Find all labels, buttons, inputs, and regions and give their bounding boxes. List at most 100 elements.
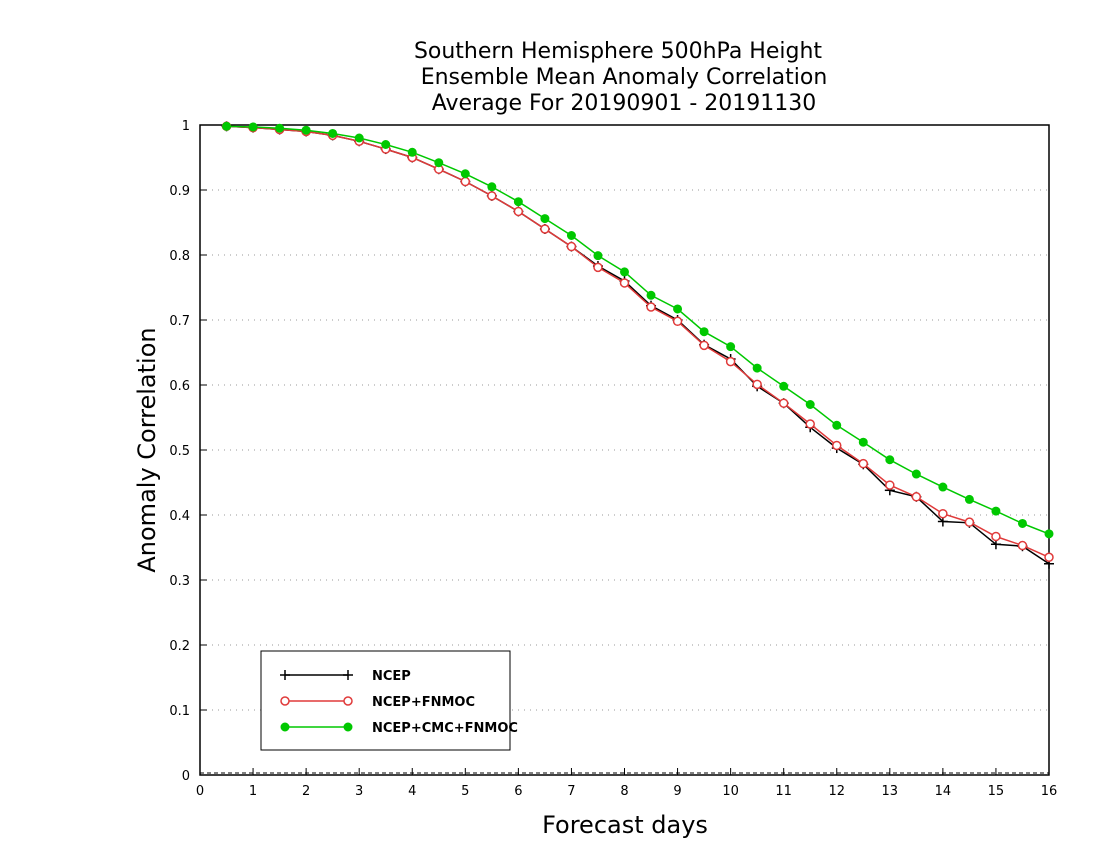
y-tick-label-2: 0.2 <box>169 639 190 654</box>
title-line-2: Ensemble Mean Anomaly Correlation <box>421 65 828 90</box>
series-2-point-8 <box>434 158 444 168</box>
series-2-point-7 <box>407 147 417 157</box>
legend-marker-end-2 <box>343 722 353 732</box>
series-2-point-5 <box>354 133 364 143</box>
series-group <box>221 121 1054 569</box>
series-1-point-28 <box>964 517 975 527</box>
y-tick-label-10: 1 <box>182 119 190 134</box>
y-tick-label-5: 0.5 <box>169 444 190 459</box>
series-1-point-25 <box>885 480 895 490</box>
series-2-line <box>226 125 1050 535</box>
series-2-point-12 <box>540 214 550 224</box>
series-2-point-3 <box>301 125 311 135</box>
series-2-point-21 <box>779 381 789 391</box>
x-tick-label-3: 3 <box>355 784 363 799</box>
series-1-point-29 <box>991 531 1001 542</box>
series-1-point-21 <box>778 398 789 408</box>
series-2-point-17 <box>673 304 683 314</box>
chart-title: Southern Hemisphere 500hPa Height Ensemb… <box>414 39 827 116</box>
title-line-3: Average For 20190901 - 20191130 <box>432 91 817 116</box>
legend-label-0: NCEP <box>372 669 411 684</box>
series-2-point-0 <box>222 121 232 131</box>
x-tick-label-7: 7 <box>567 784 575 799</box>
x-tick-label-5: 5 <box>461 784 469 799</box>
series-2-point-16 <box>646 290 656 300</box>
y-tick-label-6: 0.6 <box>169 379 190 394</box>
x-tick-label-14: 14 <box>935 784 952 799</box>
series-1-point-9 <box>460 176 471 187</box>
series-1-point-18 <box>699 340 709 351</box>
series-2-point-18 <box>699 327 709 337</box>
series-2-point-31 <box>1044 529 1054 539</box>
series-1-point-14 <box>593 262 603 273</box>
series-2-point-10 <box>487 182 497 192</box>
series-1-point-15 <box>619 278 630 288</box>
series-1-point-13 <box>566 241 577 252</box>
x-tick-label-8: 8 <box>620 784 628 799</box>
series-2-point-27 <box>938 482 948 492</box>
x-tick-label-15: 15 <box>988 784 1005 799</box>
legend-label-2: NCEP+CMC+FNMOC <box>372 721 518 736</box>
x-axis-label: Forecast days <box>542 811 708 839</box>
series-1-point-24 <box>858 458 869 469</box>
series-2-point-28 <box>964 494 974 504</box>
x-tick-label-2: 2 <box>302 784 310 799</box>
x-tick-label-16: 16 <box>1041 784 1058 799</box>
series-1-point-27 <box>938 508 948 519</box>
series-2-point-30 <box>1017 518 1027 528</box>
legend-marker-end-0 <box>343 670 353 680</box>
x-tick-label-13: 13 <box>882 784 899 799</box>
series-2 <box>222 121 1054 539</box>
series-1-point-20 <box>752 379 762 390</box>
series-2-point-24 <box>858 437 868 447</box>
series-1-point-30 <box>1017 540 1028 551</box>
series-1-point-31 <box>1044 552 1054 562</box>
x-tick-label-9: 9 <box>673 784 681 799</box>
series-2-point-11 <box>513 197 523 207</box>
series-0-line <box>226 125 1050 565</box>
y-tick-label-4: 0.4 <box>169 509 190 524</box>
legend-label-1: NCEP+FNMOC <box>372 695 475 710</box>
series-2-point-20 <box>752 363 762 373</box>
series-2-point-13 <box>566 231 576 240</box>
legend: NCEP NCEP+FNMOC NCEP+CMC+FNMOC <box>260 650 518 751</box>
series-2-point-29 <box>991 506 1001 516</box>
x-tick-label-1: 1 <box>249 784 257 799</box>
y-axis-label: Anomaly Correlation <box>133 327 161 572</box>
series-1-point-22 <box>805 419 815 429</box>
series-0 <box>221 121 1054 569</box>
series-2-point-9 <box>460 169 470 179</box>
series-2-point-22 <box>805 400 815 409</box>
series-2-point-19 <box>726 342 736 352</box>
legend-marker-start-0 <box>280 670 290 680</box>
x-tick-label-6: 6 <box>514 784 522 799</box>
legend-marker-start-1 <box>280 696 290 706</box>
legend-marker-end-1 <box>343 696 353 706</box>
x-tick-label-11: 11 <box>775 784 792 799</box>
series-1-point-10 <box>487 191 497 201</box>
series-2-point-1 <box>248 122 258 132</box>
series-1-point-11 <box>513 206 524 217</box>
y-tick-label-0: 0 <box>182 769 190 784</box>
title-line-1: Southern Hemisphere 500hPa Height <box>414 39 822 64</box>
series-2-point-4 <box>328 128 338 138</box>
y-tick-label-3: 0.3 <box>169 574 190 589</box>
series-1-point-19 <box>725 356 736 367</box>
series-2-point-14 <box>593 251 603 261</box>
axes: 0 1 2 3 4 5 6 7 8 9 10 11 12 13 14 15 1600.10.20.30.40.5… <box>169 119 1057 799</box>
x-tick-label-0: 0 <box>196 784 204 799</box>
series-2-point-15 <box>620 267 629 277</box>
series-1-point-16 <box>646 302 656 312</box>
x-tick-label-12: 12 <box>828 784 845 799</box>
series-2-point-6 <box>381 140 391 149</box>
series-1-point-26 <box>911 492 922 502</box>
y-tick-label-9: 0.9 <box>169 184 190 199</box>
series-2-point-26 <box>911 469 921 479</box>
series-2-point-23 <box>832 420 842 430</box>
y-tick-label-7: 0.7 <box>169 314 190 329</box>
series-1-point-23 <box>832 440 842 451</box>
series-1-point-12 <box>540 224 550 234</box>
series-2-point-25 <box>885 455 895 465</box>
series-1 <box>221 121 1054 562</box>
